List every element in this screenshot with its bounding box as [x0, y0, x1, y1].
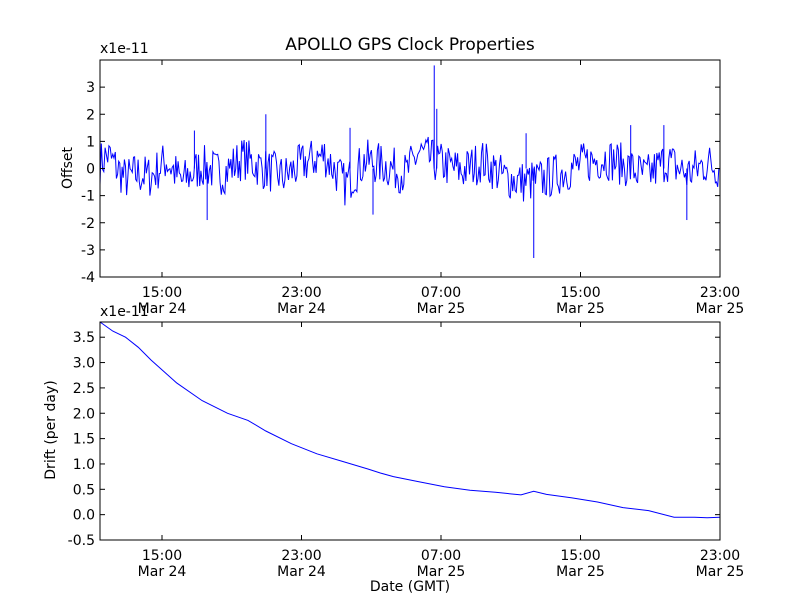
offset-x-tick-date: Mar 25	[696, 301, 745, 317]
drift-y-tick-label: 3.0	[73, 356, 95, 372]
drift-x-tick-time: 15:00	[560, 548, 600, 564]
offset-y-tick-label: 3	[86, 80, 95, 96]
offset-series-line	[99, 136, 721, 206]
drift-y-tick-label: 3.5	[73, 330, 95, 346]
offset-x-tick-date: Mar 25	[556, 301, 605, 317]
offset-x-tick-time: 15:00	[560, 285, 600, 301]
offset-y-tick-label: -1	[81, 189, 95, 205]
offset-y-tick-label: 2	[86, 107, 95, 123]
offset-y-axis-label: Offset	[60, 146, 76, 189]
drift-y-tick-label: 2.0	[73, 406, 95, 422]
drift-x-tick-date: Mar 25	[417, 564, 466, 580]
drift-y-axis-label: Drift (per day)	[43, 380, 59, 479]
drift-y-tick-label: 0.0	[73, 508, 95, 524]
drift-plot-frame	[99, 321, 721, 541]
drift-x-tick-time: 23:00	[700, 548, 740, 564]
offset-x-tick-date: Mar 24	[277, 301, 326, 317]
offset-x-tick-time: 15:00	[142, 285, 182, 301]
offset-x-tick-time: 23:00	[700, 285, 740, 301]
offset-x-tick-date: Mar 24	[138, 301, 187, 317]
offset-y-tick-label: 0	[86, 162, 95, 178]
drift-x-tick-time: 15:00	[142, 548, 182, 564]
offset-x-tick-date: Mar 25	[417, 301, 466, 317]
drift-x-tick-date: Mar 25	[696, 564, 745, 580]
drift-x-tick-time: 07:00	[421, 548, 461, 564]
offset-y-tick-label: 1	[86, 134, 95, 150]
drift-x-tick-date: Mar 24	[138, 564, 187, 580]
figure-title: APOLLO GPS Clock Properties	[285, 35, 535, 55]
offset-spikes	[193, 65, 688, 259]
offset-y-multiplier: x1e-11	[100, 41, 149, 57]
offset-y-tick-label: -2	[81, 216, 95, 232]
drift-y-tick-label: 1.0	[73, 457, 95, 473]
drift-y-tick-label: -0.5	[68, 533, 95, 549]
drift-y-tick-label: 0.5	[73, 482, 95, 498]
drift-x-tick-date: Mar 25	[556, 564, 605, 580]
drift-series-line	[99, 321, 721, 519]
offset-x-tick-time: 07:00	[421, 285, 461, 301]
offset-x-tick-time: 23:00	[281, 285, 321, 301]
drift-y-ticks: -0.5 0.0 0.5 1.0 1.5 2.0 2.5 3.0 3.5	[68, 330, 720, 549]
x-axis-label: Date (GMT)	[370, 579, 450, 595]
offset-y-tick-label: -3	[81, 243, 95, 259]
drift-x-tick-date: Mar 24	[277, 564, 326, 580]
drift-y-multiplier: x1e-11	[100, 304, 149, 320]
drift-y-tick-label: 1.5	[73, 432, 95, 448]
offset-y-ticks: -4 -3 -2 -1 0 1 2 3	[81, 80, 720, 286]
drift-x-tick-time: 23:00	[281, 548, 321, 564]
offset-y-tick-label: -4	[81, 270, 95, 286]
drift-y-tick-label: 2.5	[73, 381, 95, 397]
